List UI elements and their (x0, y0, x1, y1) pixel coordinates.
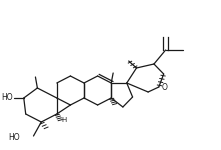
Text: HO: HO (8, 134, 20, 142)
Text: O: O (161, 82, 167, 91)
Text: HO: HO (1, 93, 13, 102)
Text: H: H (62, 117, 67, 123)
